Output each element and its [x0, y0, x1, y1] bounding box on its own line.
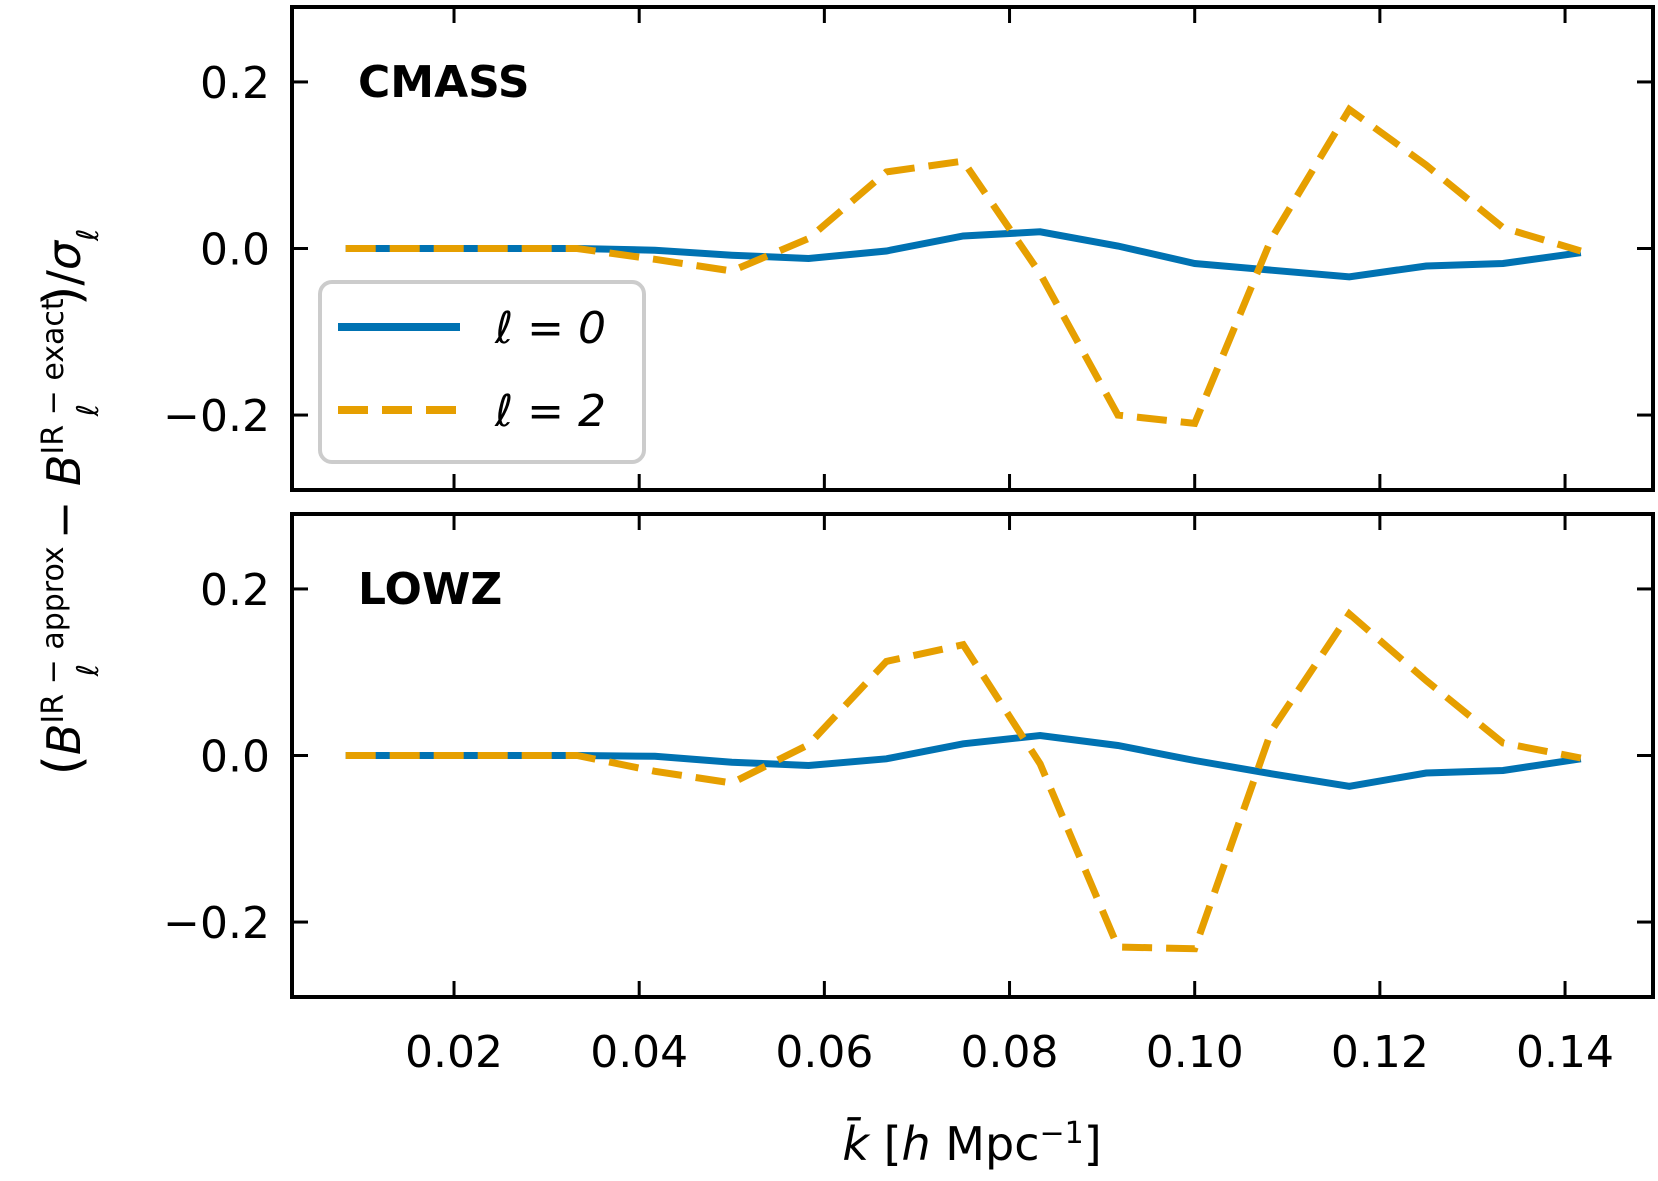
series-line-lowz-l0	[345, 731, 1582, 790]
panel-title-cmass: CMASS	[358, 57, 530, 108]
y-tick-label: 0.2	[200, 565, 270, 616]
series-line-cmass-l0	[345, 228, 1582, 281]
series-cmass	[345, 104, 1582, 428]
series-lowz	[345, 608, 1582, 953]
x-tick-label: 0.10	[1146, 1027, 1244, 1078]
x-tick-label: 0.12	[1331, 1027, 1429, 1078]
x-tick-label: 0.08	[961, 1027, 1059, 1078]
series-line-cmass-l2	[345, 104, 1582, 428]
y-ticks-cmass: 0.2 0.0 −0.2	[163, 58, 1653, 442]
legend: ℓ = 0 ℓ = 2	[318, 280, 646, 464]
panel-lowz: 0.20.0−0.2 0.02 0.04 0.06 0.08 0.10 0.12 0.14 …	[163, 512, 1655, 1078]
x-ticks-lowz: 0.02 0.04 0.06 0.08 0.10 0.12 0.14	[405, 514, 1614, 1078]
x-tick-label: 0.06	[775, 1027, 873, 1078]
x-tick-label: 0.04	[590, 1027, 688, 1078]
x-tick-label: 0.02	[405, 1027, 503, 1078]
y-tick-label: 0.0	[200, 225, 270, 276]
y-tick-label: −0.2	[163, 898, 270, 949]
legend-label-l2: ℓ = 2	[494, 386, 606, 437]
x-ticks-cmass	[452, 7, 1567, 490]
legend-label-l0: ℓ = 0	[494, 303, 606, 354]
y-tick-label: 0.0	[200, 732, 270, 783]
y-ticks-lowz: 0.2 0.0 −0.2	[163, 565, 1653, 949]
x-axis-label: k̄ [h Mpc−1]	[842, 1116, 1101, 1172]
y-tick-label: −0.2	[163, 391, 270, 442]
panel-title-lowz: LOWZ	[358, 564, 502, 615]
y-axis-label: (BIR − approxℓ − BIR − exactℓ)/σℓ	[33, 229, 106, 776]
panel-cmass: 0.2 0.0 −0.2 CMASS	[163, 5, 1655, 492]
y-tick-label: 0.2	[200, 58, 270, 109]
series-line-lowz-l2	[345, 608, 1582, 953]
x-tick-label: 0.14	[1516, 1027, 1614, 1078]
